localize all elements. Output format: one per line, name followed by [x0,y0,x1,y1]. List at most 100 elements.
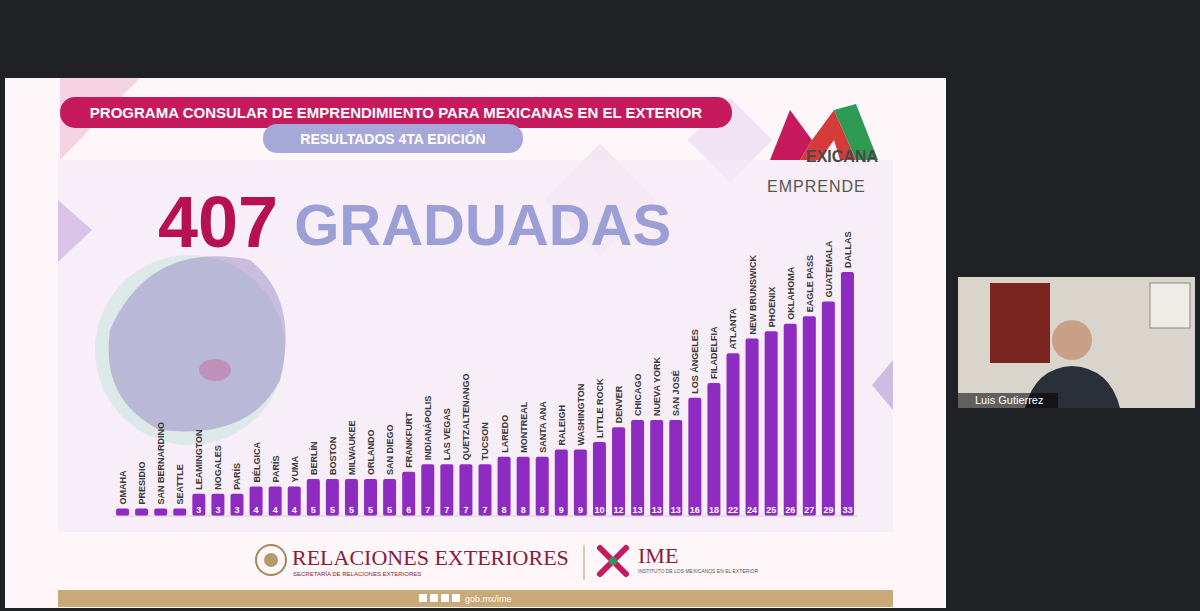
institute-sub: INSTITUTO DE LOS MEXICANOS EN EL EXTERIO… [638,568,758,574]
title: PROGRAMA CONSULAR DE EMPRENDIMIENTO PARA… [90,104,702,121]
bars [116,272,854,516]
value-label: 9 [559,505,564,515]
bar [784,324,797,516]
social-icon [441,594,449,602]
subtitle-pill [263,124,523,153]
value-label: 8 [540,505,545,515]
value-label: 9 [578,505,583,515]
slide [5,78,946,608]
category-label: LITTLE ROCK [595,378,605,438]
category-label: MONTREAL [519,401,529,452]
social-icon [452,594,460,602]
bar [536,457,549,516]
headline-text: GRADUADAS [294,192,671,257]
value-label: 8 [502,505,507,515]
headline-number: 407 [158,182,278,262]
bar [173,509,186,516]
bar [707,383,720,516]
category-label: OMAHA [118,470,128,504]
social-icon [430,594,438,602]
value-label: 12 [614,505,624,515]
illustration [199,359,231,381]
category-label: WASHINGTON [576,384,586,446]
bar [307,479,320,516]
category-label: MILWAUKEE [347,421,357,476]
category-label: TUCSON [481,422,491,460]
bar [631,420,644,516]
url: gob.mx/ime [465,594,512,604]
bar [650,420,663,516]
value-label: 4 [273,505,278,515]
category-label: FILADELFIA [709,326,719,379]
value-label: 13 [671,505,681,515]
bar [383,479,396,516]
category-label: YUMA [290,455,300,482]
bar [250,486,263,516]
video-decor [990,283,1050,363]
value-label: 7 [425,505,430,515]
value-label: 18 [709,505,719,515]
bar [440,464,453,516]
category-label: PHOENIX [767,287,777,328]
ministry: RELACIONES EXTERIORES [292,545,569,570]
bar [555,449,568,516]
value-label: 22 [728,505,738,515]
value-label: 13 [633,505,643,515]
baseline [113,516,857,517]
category-label: PARÍS [271,456,281,483]
value-label: 24 [747,505,757,515]
category-label: CHICAGO [633,373,643,416]
participant-name: Luis Gutierrez [975,394,1043,406]
bar [574,449,587,516]
ministry-sub: SECRETARÍA DE RELACIONES EXTERIORES [293,571,421,577]
bar [517,457,530,516]
value-label: 5 [330,505,335,515]
value-label: 5 [387,505,392,515]
bar [364,479,377,516]
category-label: SAN JOSÉ [671,370,681,416]
value-label: 5 [349,505,354,515]
bar [288,486,301,516]
emblem [264,553,278,567]
illustration [95,255,285,445]
value-label: 7 [463,505,468,515]
category-label: QUETZALTENANGO [461,373,471,460]
value-label: 3 [215,505,220,515]
value-label: 27 [804,505,814,515]
screen: PROGRAMA CONSULAR DE EMPRENDIMIENTO PARA… [0,0,1200,611]
video-decor [1150,283,1190,328]
category-label: DENVER [614,385,624,423]
ime-logo [600,548,626,574]
category-label: BÉLGICA [252,441,262,482]
bar [269,486,282,516]
value-label: 25 [766,505,776,515]
value-label: 7 [444,505,449,515]
bar [765,331,778,516]
bar [326,479,339,516]
category-label: GUATEMALA [824,240,834,297]
category-label: OKLAHOMA [786,266,796,319]
logo-text: EXICANA [806,148,878,165]
bar [116,509,129,516]
bar [612,427,625,516]
social-icon [419,594,427,602]
bar [727,353,740,516]
category-label: LOS ÁNGELES [690,329,700,394]
bar [669,420,682,516]
bar [211,494,224,516]
bar [746,339,759,516]
category-label: INDIANÁPOLIS [423,396,433,461]
illustration [109,256,286,431]
value-label: 5 [311,505,316,515]
bar [192,494,205,516]
category-label: LAS VEGAS [442,408,452,460]
value-label: 4 [254,505,259,515]
category-label: FRANKFURT [404,412,414,468]
separator [584,545,585,580]
labels: OMAHAPRESIDIOSAN BERNARDINOSEATTLELEAMIN… [118,232,853,516]
value-label: 7 [482,505,487,515]
video-tile [958,277,1195,408]
background [0,0,1200,611]
category-label: SANTA ANA [538,401,548,453]
value-label: 10 [594,505,604,515]
